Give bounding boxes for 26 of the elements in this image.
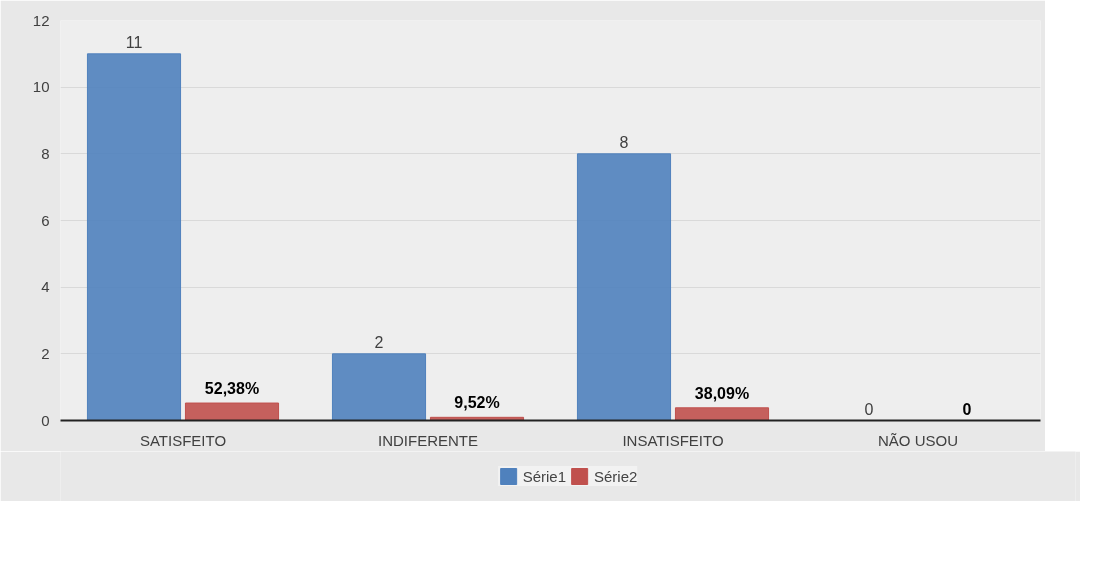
bar (674, 407, 770, 421)
y-tick-label: 0 (41, 411, 50, 429)
y-tick-label: 4 (41, 278, 50, 296)
y-tick-label: 2 (41, 344, 50, 362)
bar (331, 353, 427, 421)
data-label: 8 (619, 133, 629, 151)
y-tick-label: 6 (41, 211, 50, 229)
y-tick-label: 10 (32, 78, 50, 96)
data-label: 0 (962, 400, 972, 418)
y-tick-label: 12 (32, 11, 50, 29)
data-label: 11 (125, 33, 143, 51)
data-label: 9,52% (454, 394, 500, 412)
x-tick-label: SATISFEITO (139, 431, 227, 449)
x-tick-label: INDIFERENTE (378, 431, 479, 449)
data-label: 2 (374, 333, 384, 351)
data-label: 52,38% (204, 380, 260, 398)
bar (184, 402, 280, 421)
y-tick-label: 8 (41, 144, 50, 162)
bar (576, 153, 672, 421)
x-tick-label: INSATISFEITO (622, 431, 724, 449)
bar (86, 53, 182, 421)
x-tick-label: NÃO USOU (878, 431, 959, 449)
data-label: 0 (864, 400, 874, 418)
legend-label: Série1 (522, 467, 566, 485)
legend-label: Série2 (594, 467, 638, 485)
data-label: 38,09% (694, 384, 750, 402)
